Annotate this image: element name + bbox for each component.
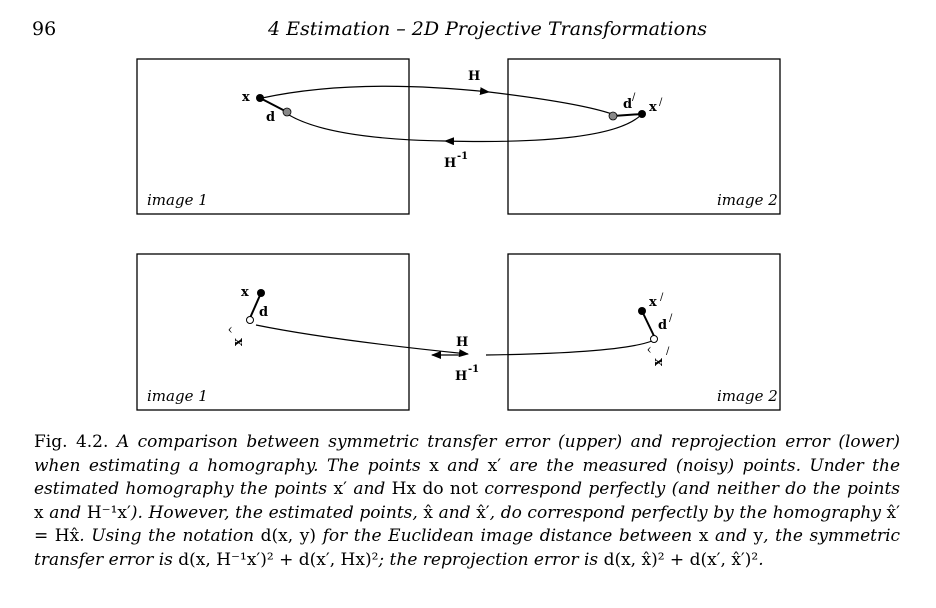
upper-image2-frame — [507, 58, 781, 215]
upper-hx-point — [608, 111, 618, 121]
upper-d-label: d — [266, 110, 275, 125]
upper-xprime-label: x — [649, 100, 657, 115]
caption-body: A comparison between symmetric transfer … — [34, 432, 901, 570]
lower-x-label: x — [241, 285, 249, 300]
upper-dprime-segment — [612, 113, 643, 117]
lower-hinv-exponent: -1 — [468, 364, 479, 375]
figure-caption: Fig. 4.2. A comparison between symmetric… — [34, 431, 900, 572]
upper-d-segment — [259, 97, 288, 113]
lower-panel: image 1 image 2 x d x ^ x / d / x ^ / H … — [136, 253, 781, 411]
lower-xhatprime-point — [650, 335, 658, 343]
lower-dprime-label: d — [658, 318, 667, 333]
lower-xhatprime-label: x — [651, 358, 666, 366]
lower-image2-label: image 2 — [717, 387, 778, 405]
upper-dprime-mark: / — [632, 92, 636, 103]
lower-xhat-hat: ^ — [228, 326, 239, 334]
lower-h-label: H — [456, 335, 468, 350]
upper-image2-label: image 2 — [717, 191, 778, 209]
upper-image1-frame — [136, 58, 410, 215]
lower-xprime-label: x — [649, 295, 657, 310]
upper-h-curve — [261, 85, 490, 99]
lower-image2-frame — [507, 253, 781, 411]
lower-xhat-label: x — [231, 338, 246, 346]
upper-xprime-point — [638, 110, 646, 118]
upper-hinv-curve-tail — [444, 114, 642, 146]
upper-x-point — [256, 94, 264, 102]
caption-label: Fig. 4.2. — [34, 432, 109, 452]
upper-hinv-label: H — [444, 156, 456, 171]
lower-image1-label: image 1 — [147, 387, 208, 405]
upper-hinv-curve — [288, 114, 446, 142]
upper-xprime-mark: / — [659, 97, 663, 108]
lower-dprime-mark: / — [669, 313, 673, 324]
figure: image 1 image 2 x d d / x / H H -1 image… — [136, 58, 781, 411]
upper-h-label: H — [468, 69, 480, 84]
page-number: 96 — [32, 18, 57, 40]
lower-d-segment — [249, 292, 262, 319]
lower-dprime-segment — [641, 310, 655, 337]
lower-xprime-point — [638, 307, 646, 315]
lower-hinv-label: H — [455, 369, 467, 384]
upper-image1-label: image 1 — [147, 191, 208, 209]
lower-image1-frame — [136, 253, 410, 411]
upper-panel: image 1 image 2 x d d / x / H H -1 — [136, 58, 781, 215]
upper-dprime-label: d — [623, 97, 632, 112]
lower-d-label: d — [259, 305, 268, 320]
lower-h-curve-right — [485, 340, 653, 356]
upper-hinv-xprime-point — [282, 107, 292, 117]
running-header: 4 Estimation – 2D Projective Transformat… — [268, 18, 708, 40]
lower-xhatprime-mark: / — [666, 346, 670, 357]
lower-xhat-point — [246, 316, 254, 324]
upper-x-label: x — [242, 90, 250, 105]
upper-h-curve-tail — [488, 91, 613, 115]
lower-x-point — [257, 289, 265, 297]
lower-xhatprime-hat: ^ — [647, 346, 658, 354]
lower-xprime-mark: / — [660, 292, 664, 303]
upper-hinv-exponent: -1 — [457, 151, 468, 162]
lower-h-curve-left — [255, 324, 469, 358]
